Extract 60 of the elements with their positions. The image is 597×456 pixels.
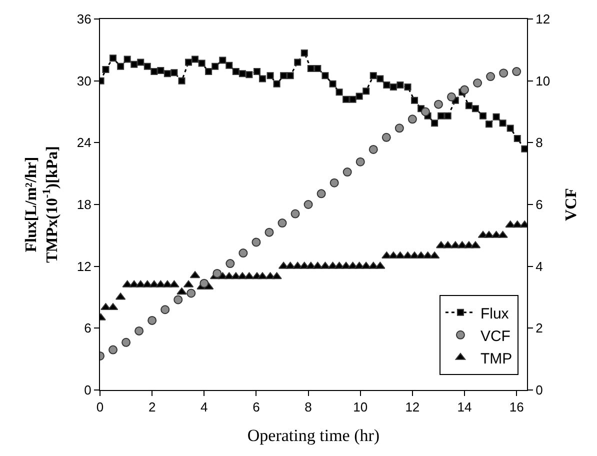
point xyxy=(148,316,157,325)
legend-label: Flux xyxy=(480,305,510,322)
y2-tick-label: 10 xyxy=(536,73,550,88)
point xyxy=(368,144,378,154)
point xyxy=(486,72,496,82)
point xyxy=(134,326,144,336)
y2-tick-label: 2 xyxy=(536,320,543,336)
y2-axis-title: VCF xyxy=(562,188,580,221)
y-tick-label: 24 xyxy=(76,135,92,150)
x-tick-label: 12 xyxy=(405,400,420,415)
point xyxy=(186,288,196,298)
point xyxy=(434,100,443,109)
point xyxy=(304,200,313,209)
y2-tick-label: 4 xyxy=(536,258,543,274)
point xyxy=(264,228,274,237)
point xyxy=(212,268,222,278)
point xyxy=(290,209,300,218)
x-tick-label: 14 xyxy=(457,400,472,415)
y-tick-label: 30 xyxy=(76,73,92,88)
point xyxy=(108,345,118,354)
y2-tick-label: 0 xyxy=(536,382,543,398)
point xyxy=(316,189,326,198)
point xyxy=(342,168,352,177)
x-tick-label: 0 xyxy=(96,400,104,415)
y-tick-label: 18 xyxy=(76,197,92,212)
point xyxy=(122,338,131,347)
point xyxy=(460,85,470,94)
point xyxy=(420,107,430,116)
y2-tick-label: 12 xyxy=(536,12,550,27)
y-tick-label: 36 xyxy=(76,12,92,27)
point xyxy=(278,218,287,228)
point xyxy=(200,278,209,288)
x-tick-label: 4 xyxy=(200,400,208,415)
point xyxy=(446,92,456,102)
y-tick-label: 12 xyxy=(76,258,92,274)
point xyxy=(356,157,365,166)
x-tick-label: 8 xyxy=(304,400,312,415)
legend-label: VCF xyxy=(480,328,510,345)
point xyxy=(252,238,261,247)
point xyxy=(473,78,482,88)
point xyxy=(512,67,522,76)
point xyxy=(238,248,248,258)
y2-tick-label: 8 xyxy=(536,135,543,150)
point xyxy=(499,68,508,78)
point xyxy=(394,124,404,133)
x-tick-label: 6 xyxy=(252,400,260,415)
point xyxy=(330,178,339,188)
y-tick-label: 0 xyxy=(84,382,92,398)
point xyxy=(382,132,391,142)
y2-tick-label: 6 xyxy=(536,197,543,212)
x-tick-label: 10 xyxy=(353,400,368,415)
x-tick-label: 16 xyxy=(509,400,524,415)
point xyxy=(226,259,235,268)
y-tick-label: 6 xyxy=(84,320,92,336)
x-tick-label: 2 xyxy=(148,400,156,415)
legend-label: TMP xyxy=(480,350,512,368)
point xyxy=(160,305,170,314)
x-axis-title: Operating time (hr) xyxy=(247,426,380,445)
point xyxy=(174,295,183,304)
point xyxy=(408,114,417,124)
